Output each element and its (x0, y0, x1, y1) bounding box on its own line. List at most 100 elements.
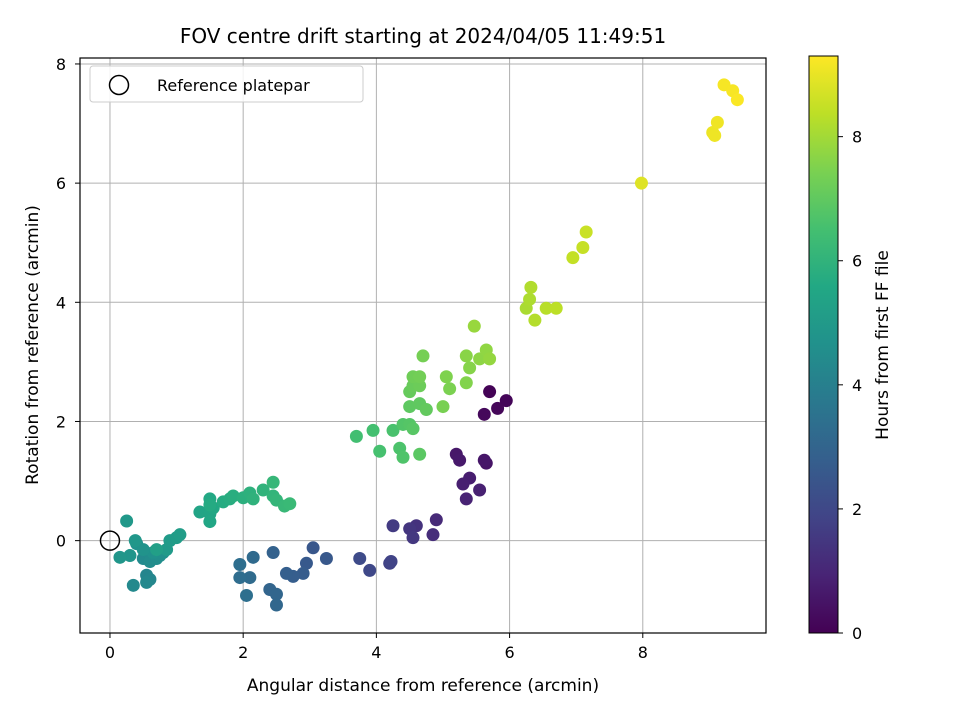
scatter-point (426, 528, 440, 542)
scatter-point (283, 497, 297, 511)
scatter-point (459, 349, 473, 363)
scatter-point (467, 319, 481, 333)
scatter-point (429, 513, 443, 527)
scatter-point (269, 587, 283, 601)
scatter-point (123, 549, 137, 563)
scatter-point (413, 379, 427, 393)
scatter-point (459, 492, 473, 506)
scatter-point (403, 400, 417, 414)
scatter-point (266, 546, 280, 560)
y-axis-ticks: 0 2 4 6 8 (56, 55, 80, 551)
scatter-point (233, 557, 247, 571)
scatter-point (306, 541, 320, 555)
scatter-point (246, 492, 260, 506)
scatter-point (524, 280, 538, 294)
chart-title: FOV centre drift starting at 2024/04/05 … (180, 24, 666, 48)
scatter-point (634, 176, 648, 190)
scatter-point (240, 588, 254, 602)
x-tick-label: 8 (638, 643, 648, 662)
scatter-point (406, 422, 420, 436)
scatter-point (419, 403, 433, 417)
scatter-point (710, 115, 724, 129)
reference-platepar-marker (99, 530, 121, 551)
scatter-point (140, 575, 154, 589)
scatter-point (463, 361, 477, 375)
scatter-point (296, 566, 310, 580)
scatter-point (483, 385, 497, 399)
scatter-point (353, 552, 367, 566)
scatter-point (416, 349, 430, 363)
scatter-point (256, 483, 270, 497)
scatter-point (566, 251, 580, 265)
scatter-point (363, 563, 377, 577)
scatter-point (708, 128, 722, 142)
scatter-point (269, 598, 283, 612)
scatter-point (233, 571, 247, 585)
x-tick-label: 2 (238, 643, 248, 662)
colorbar-label: Hours from first FF file (873, 250, 893, 440)
scatter-point (459, 376, 473, 390)
y-axis-label: Rotation from reference (arcmin) (23, 205, 43, 485)
scatter-point (150, 543, 164, 557)
x-tick-label: 6 (504, 643, 514, 662)
scatter-point (413, 447, 427, 461)
scatter-point (523, 292, 537, 306)
scatter-point (136, 543, 150, 557)
scatter-point (386, 423, 400, 437)
colorbar-tick-label: 6 (852, 252, 862, 271)
x-axis-ticks: 0 2 4 6 8 (105, 633, 648, 662)
legend: Reference platepar (89, 65, 364, 103)
x-tick-label: 0 (105, 643, 115, 662)
scatter-point (266, 475, 280, 489)
scatter-point (456, 477, 470, 491)
scatter-point (576, 240, 590, 254)
scatter-point (120, 514, 134, 528)
scatter-point (366, 423, 380, 437)
scatter-point (243, 571, 257, 585)
colorbar-ticks: 0 2 4 6 8 (838, 128, 862, 643)
y-tick-label: 8 (56, 55, 66, 74)
scatter-point (349, 429, 363, 443)
y-tick-label: 2 (56, 412, 66, 431)
scatter-point (193, 505, 207, 519)
colorbar-tick-label: 8 (852, 128, 862, 147)
scatter-point (384, 554, 398, 568)
scatter-point (477, 453, 491, 467)
y-tick-label: 0 (56, 532, 66, 551)
colorbar-gradient (808, 55, 839, 634)
scatter-point (473, 352, 487, 366)
x-tick-label: 4 (371, 643, 381, 662)
scatter-point (126, 578, 140, 592)
scatter-point (443, 382, 457, 396)
plot-frame (79, 57, 767, 634)
scatter-point (439, 370, 453, 384)
scatter-point (406, 531, 420, 545)
scatter-point (549, 301, 563, 315)
scatter-point (499, 394, 513, 408)
scatter-point (373, 444, 387, 458)
scatter-point (396, 450, 410, 464)
scatter-point (491, 401, 505, 415)
scatter-point (319, 552, 333, 566)
scatter-point (436, 400, 450, 414)
scatter-point (730, 93, 744, 107)
scatter-point (386, 519, 400, 533)
scatter-point (113, 550, 127, 564)
legend-box (89, 65, 364, 103)
scatter-point (203, 498, 217, 512)
scatter-points (113, 78, 744, 612)
scatter-point (477, 407, 491, 421)
legend-marker-icon (108, 74, 130, 96)
y-tick-label: 4 (56, 293, 66, 312)
scatter-point (246, 550, 260, 564)
colorbar: 0 2 4 6 8 Hours from first FF file (808, 55, 893, 643)
scatter-point (528, 313, 542, 327)
scatter-point (279, 566, 293, 580)
grid-lines (80, 58, 766, 633)
y-tick-label: 6 (56, 174, 66, 193)
legend-entry-reference-platepar: Reference platepar (157, 76, 310, 95)
scatter-point (203, 515, 217, 529)
scatter-point (473, 483, 487, 497)
colorbar-tick-label: 4 (852, 376, 862, 395)
